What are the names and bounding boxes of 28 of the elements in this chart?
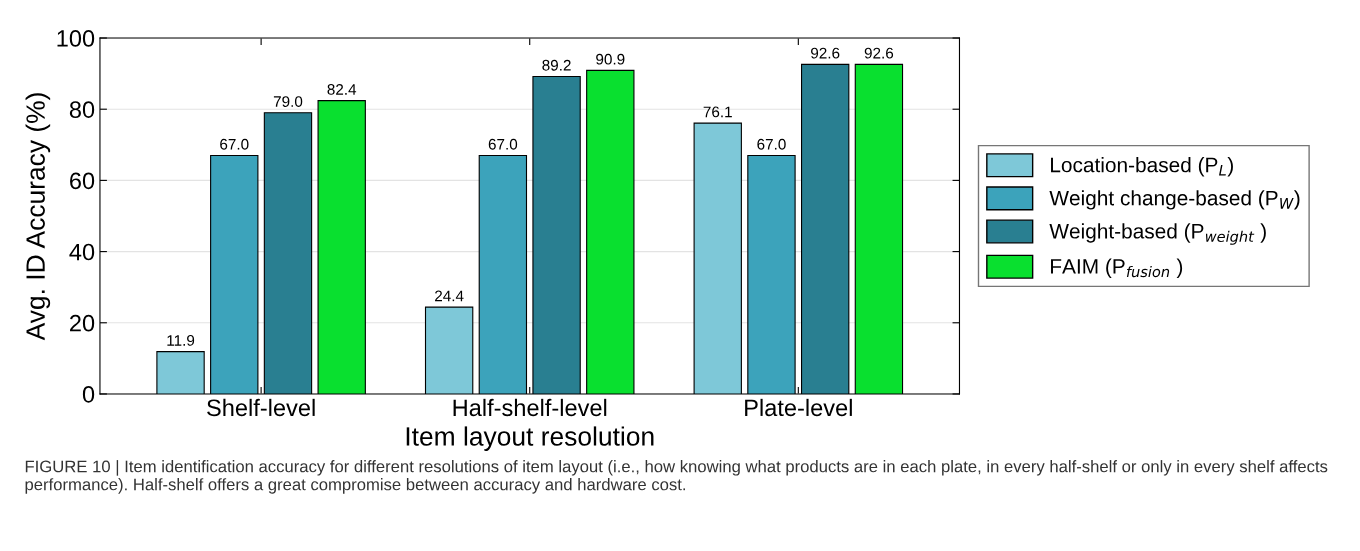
caption: FIGURE 10 | Item identification accuracy for different resolutions of item layout (i.e., how knowing what products are in each plate, in every half-shelf or only in every shelf affects performance). Half-shelf offers a great compromise between accuracy and hardware cost. <box>25 460 1328 494</box>
data-label: 11.9 <box>167 334 195 346</box>
legend-label: Location-based (P$_{L}$) <box>1051 157 1233 177</box>
data-label: 89.2 <box>542 59 571 71</box>
y-tick-label: 40 <box>69 243 95 261</box>
y-tick-label: 100 <box>57 30 95 47</box>
data-label: 82.4 <box>327 84 357 95</box>
y-tick-label: 80 <box>69 101 95 118</box>
data-label: 76.1 <box>703 106 732 118</box>
legend-label: Weight change-based (P$_{W}$) <box>1049 190 1300 210</box>
y-tick-label: 60 <box>70 172 95 190</box>
data-label: 67.0 <box>220 138 249 150</box>
data-label: 67.0 <box>757 138 786 150</box>
y-tick-label: 0 <box>82 386 95 403</box>
y-axis-title: Avg. ID Accuracy (%) <box>25 93 51 341</box>
x-tick-label: Plate-level <box>745 398 852 417</box>
data-label: 79.0 <box>273 96 303 107</box>
x-tick-label: Half-shelf-level <box>453 398 607 417</box>
legend-label: FAIM (P$_{fusion}$ ) <box>1051 258 1183 278</box>
data-label: 90.9 <box>596 53 625 65</box>
legend-label: Weight-based (P$_{weight}$ ) <box>1049 223 1266 245</box>
data-label: 92.6 <box>811 47 840 59</box>
data-label: 92.6 <box>864 47 894 59</box>
x-tick-label: Shelf-level <box>207 398 315 417</box>
data-label: 24.4 <box>435 290 464 302</box>
y-tick-label: 20 <box>70 314 95 332</box>
data-label: 67.0 <box>488 138 518 150</box>
x-axis-title: Item layout resolution <box>406 426 654 451</box>
